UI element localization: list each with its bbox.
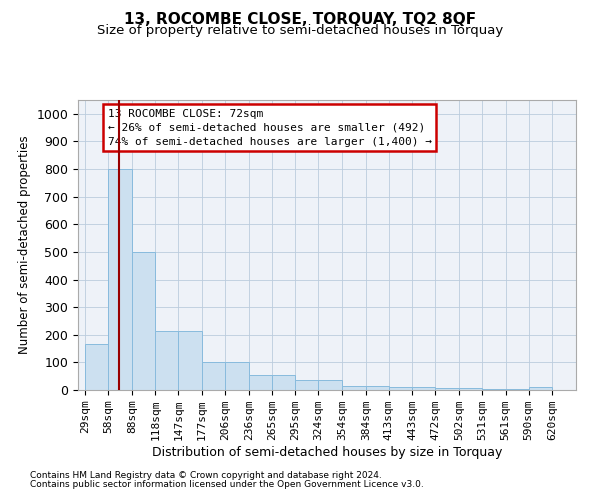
Bar xyxy=(202,362,225,390)
Bar xyxy=(319,380,342,390)
Y-axis label: Number of semi-detached properties: Number of semi-detached properties xyxy=(18,136,31,354)
Bar xyxy=(459,388,482,390)
Text: Size of property relative to semi-detached houses in Torquay: Size of property relative to semi-detach… xyxy=(97,24,503,37)
Bar xyxy=(178,330,202,390)
Bar xyxy=(85,344,108,390)
Bar xyxy=(295,380,319,390)
Bar xyxy=(529,387,552,390)
X-axis label: Distribution of semi-detached houses by size in Torquay: Distribution of semi-detached houses by … xyxy=(152,446,502,459)
Text: 13, ROCOMBE CLOSE, TORQUAY, TQ2 8QF: 13, ROCOMBE CLOSE, TORQUAY, TQ2 8QF xyxy=(124,12,476,28)
Bar xyxy=(435,388,459,390)
Bar xyxy=(225,362,249,390)
Bar xyxy=(132,252,155,390)
Bar xyxy=(249,376,272,390)
Bar xyxy=(389,387,412,390)
Bar xyxy=(108,169,132,390)
Bar xyxy=(155,330,178,390)
Text: 13 ROCOMBE CLOSE: 72sqm
← 26% of semi-detached houses are smaller (492)
74% of s: 13 ROCOMBE CLOSE: 72sqm ← 26% of semi-de… xyxy=(108,108,432,146)
Bar xyxy=(412,387,435,390)
Text: Contains HM Land Registry data © Crown copyright and database right 2024.: Contains HM Land Registry data © Crown c… xyxy=(30,471,382,480)
Bar xyxy=(272,376,295,390)
Bar xyxy=(366,386,389,390)
Bar xyxy=(342,386,366,390)
Bar xyxy=(482,388,506,390)
Bar xyxy=(506,388,529,390)
Text: Contains public sector information licensed under the Open Government Licence v3: Contains public sector information licen… xyxy=(30,480,424,489)
